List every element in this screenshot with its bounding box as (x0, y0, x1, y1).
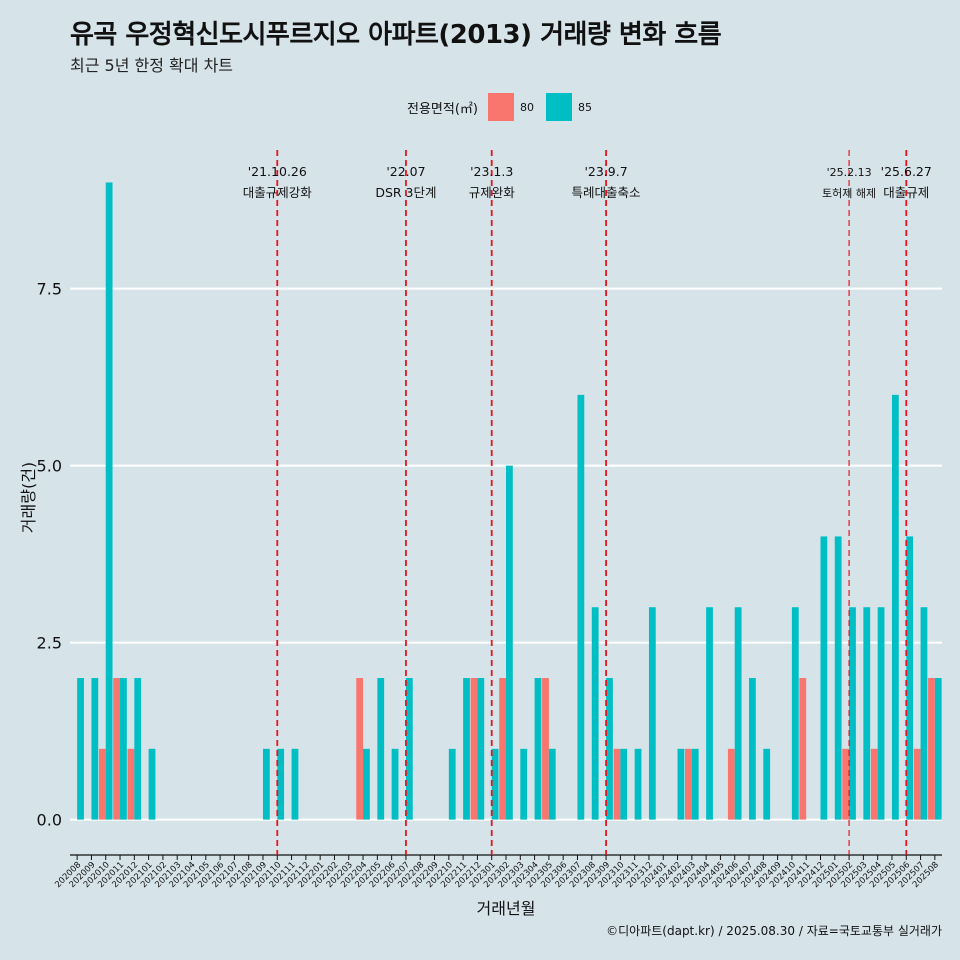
bar-85 (577, 394, 585, 820)
event-date-label: '25.2.13 (827, 166, 872, 179)
bar-85 (491, 748, 499, 820)
y-tick-label: 7.5 (37, 280, 62, 299)
event-name-label: 대출규제 (883, 185, 929, 200)
legend: 전용면적(㎡) 80 85 (407, 92, 602, 122)
event-date-label: '22.07 (386, 164, 425, 179)
bar-85 (834, 536, 842, 820)
event-name-label: 규제완화 (469, 185, 516, 200)
bar-85 (77, 678, 84, 820)
bar-85 (477, 678, 485, 820)
bar-85 (849, 607, 856, 820)
bar-85 (277, 748, 285, 820)
bar-85 (620, 748, 628, 820)
bar-80 (356, 678, 364, 820)
bar-80 (470, 678, 478, 820)
bar-85 (134, 678, 142, 820)
bar-85 (763, 748, 771, 820)
chart-subtitle: 최근 5년 한정 확대 차트 (70, 56, 234, 75)
bar-80 (928, 678, 935, 820)
legend-label-80: 80 (519, 100, 534, 114)
bar-85 (749, 678, 756, 820)
bar-85 (606, 678, 613, 820)
bar-80 (842, 748, 850, 820)
bar-85 (734, 607, 742, 820)
bar-85 (262, 748, 270, 820)
bar-85 (677, 748, 685, 820)
bar-85 (391, 748, 399, 820)
event-date-label: '23.1.3 (470, 164, 513, 179)
bar-85 (820, 536, 828, 820)
bar-85 (148, 748, 156, 820)
bar-85 (105, 182, 113, 820)
bar-80 (113, 678, 121, 820)
bar-85 (877, 607, 885, 820)
bar-85 (91, 678, 99, 820)
bar-85 (463, 678, 470, 820)
bar-80 (98, 748, 106, 820)
y-axis-title: 거래량(건) (19, 462, 38, 533)
source-caption: ©디아파트(dapt.kr) / 2025.08.30 / 자료=국토교통부 실… (606, 924, 942, 938)
event-name-label: 대출규제강화 (243, 185, 313, 200)
bar-85 (120, 678, 127, 820)
legend-key-80 (487, 93, 514, 121)
bar-80 (913, 748, 921, 820)
legend-title: 전용면적(㎡) (407, 101, 478, 117)
bar-85 (291, 748, 299, 820)
event-name-label: 토허제 해제 (822, 186, 876, 200)
bar-85 (520, 748, 528, 820)
bar-85 (691, 748, 699, 820)
bar-85 (548, 748, 556, 820)
bar-80 (799, 678, 807, 820)
y-tick-label: 5.0 (37, 457, 62, 476)
bar-85 (506, 465, 513, 820)
bar-85 (706, 607, 713, 820)
event-date-label: '21.10.26 (248, 164, 307, 179)
bar-80 (542, 678, 549, 820)
bar-80 (870, 748, 878, 820)
bar-80 (499, 678, 506, 820)
bar-85 (448, 748, 456, 820)
bar-80 (727, 748, 735, 820)
bar-80 (685, 748, 692, 820)
bar-85 (906, 536, 914, 820)
event-date-label: '25.6.27 (881, 164, 932, 179)
bar-85 (405, 678, 413, 820)
bar-85 (363, 748, 370, 820)
bar-85 (591, 607, 599, 820)
event-date-label: '23.9.7 (584, 164, 627, 179)
legend-label-85: 85 (577, 100, 592, 114)
bar-85 (791, 607, 799, 820)
bar-80 (613, 748, 621, 820)
y-tick-label: 2.5 (37, 634, 62, 653)
bar-85 (534, 678, 542, 820)
bar-85 (863, 607, 871, 820)
bar-80 (127, 748, 135, 820)
bar-85 (648, 607, 656, 820)
bar-85 (891, 394, 899, 820)
bar-85 (634, 748, 642, 820)
y-tick-label: 0.0 (37, 811, 62, 830)
chart-title: 유곡 우정혁신도시푸르지오 아파트(2013) 거래량 변화 흐름 (70, 20, 722, 50)
event-name-label: DSR 3단계 (375, 185, 436, 200)
x-axis-title: 거래년월 (477, 899, 536, 918)
bar-85 (377, 678, 385, 820)
event-name-label: 특례대출축소 (572, 185, 641, 200)
bar-85 (920, 607, 928, 820)
bar-85 (934, 678, 942, 820)
legend-key-85 (545, 93, 572, 121)
